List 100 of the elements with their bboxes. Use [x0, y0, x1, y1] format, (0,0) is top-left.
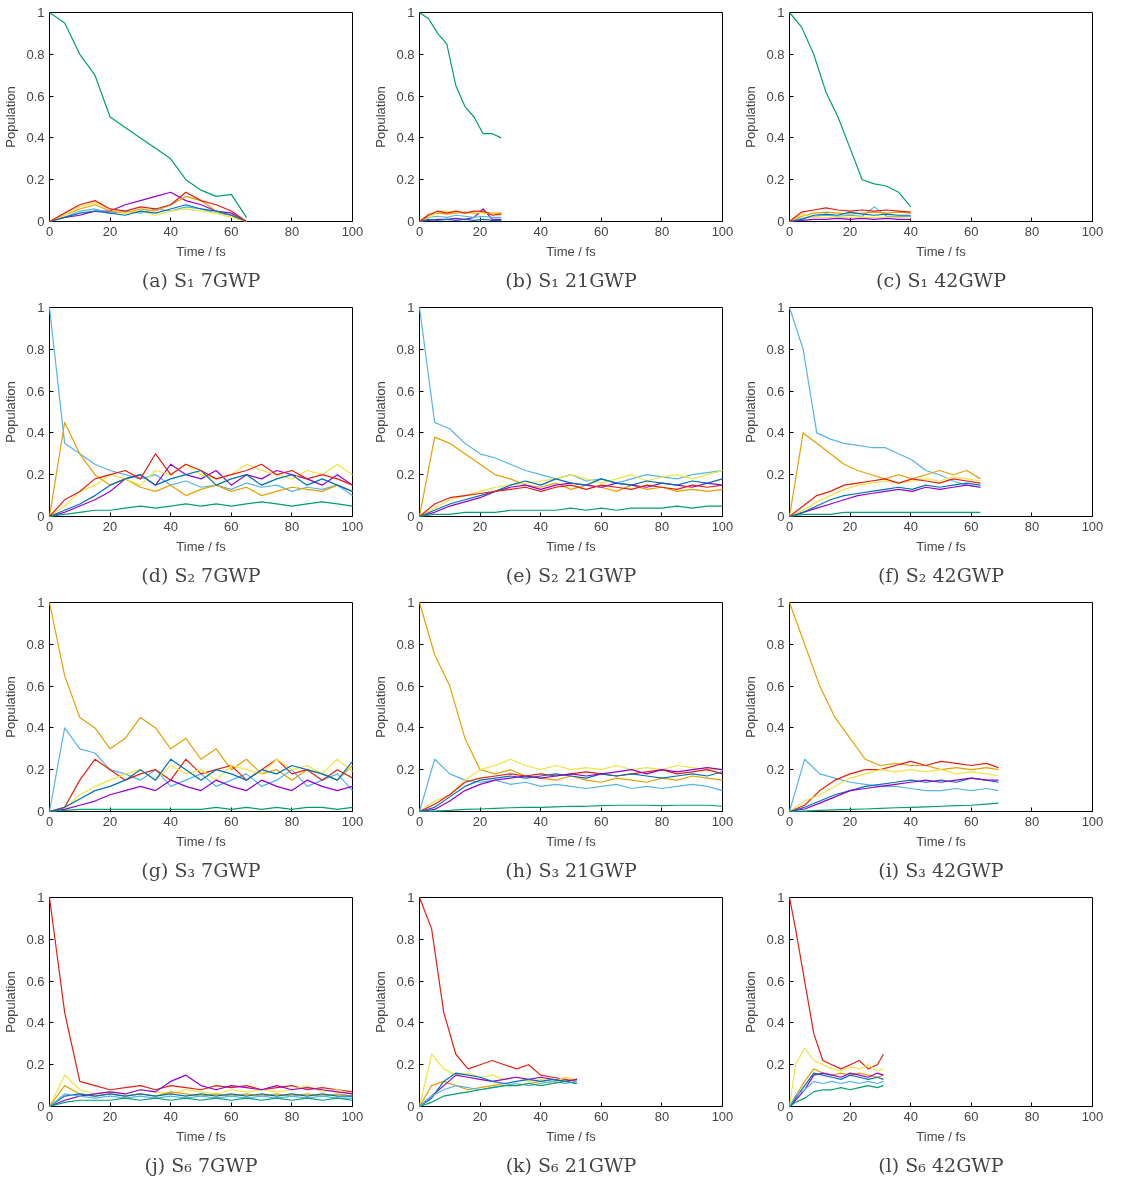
x-tick-label: 100 [1081, 813, 1104, 829]
x-tick-label: 100 [341, 1108, 364, 1124]
y-axis-title: Population [3, 86, 19, 148]
y-axis-title: Population [3, 971, 19, 1033]
y-tick-label: 0.6 [766, 383, 785, 399]
text: (k) S₆ 21GWP [505, 1153, 637, 1176]
y-tick-label: 0.8 [396, 636, 415, 652]
x-tick-label: 20 [472, 223, 488, 239]
text: (b) S₁ 21GWP [505, 268, 637, 291]
y-tick-label: 1 [777, 595, 785, 610]
x-tick-label: 40 [533, 223, 548, 239]
text: (h) S₃ 21GWP [505, 858, 637, 881]
x-tick-label: 100 [711, 813, 734, 829]
y-axis-title: Population [373, 86, 389, 148]
x-tick-label: 100 [1081, 518, 1104, 534]
x-tick-label: 20 [842, 813, 858, 829]
text: (d) S₂ 7GWP [141, 563, 261, 586]
x-tick-label: 60 [594, 223, 609, 239]
y-tick-label: 1 [777, 890, 785, 905]
x-tick-label: 100 [341, 518, 364, 534]
y-tick-label: 0.2 [396, 762, 415, 778]
x-axis-title: Time / fs [546, 243, 597, 259]
y-axis-title: Population [373, 381, 389, 443]
y-tick-label: 1 [777, 300, 785, 315]
x-tick-label: 80 [284, 223, 300, 239]
x-tick-label: 40 [163, 813, 178, 829]
x-axis-title: Time / fs [176, 538, 227, 554]
x-tick-label: 80 [654, 518, 670, 534]
y-tick-label: 1 [777, 5, 785, 20]
y-tick-label: 1 [37, 890, 45, 905]
y-tick-label: 0.4 [766, 130, 785, 146]
y-tick-label: 0.2 [766, 467, 785, 483]
y-tick-label: 0.4 [26, 1015, 45, 1031]
y-tick-label: 0.6 [26, 383, 45, 399]
x-tick-label: 60 [594, 1108, 609, 1124]
x-axis-title: Time / fs [916, 833, 967, 849]
x-tick-label: 20 [102, 518, 118, 534]
x-tick-label: 60 [224, 223, 239, 239]
x-tick-label: 20 [842, 518, 858, 534]
y-tick-label: 1 [37, 595, 45, 610]
x-tick-label: 80 [1024, 223, 1040, 239]
x-tick-label: 100 [711, 223, 734, 239]
x-tick-label: 80 [284, 518, 300, 534]
text: (l) S₆ 42GWP [878, 1153, 1004, 1176]
text: (e) S₂ 21GWP [505, 563, 637, 586]
x-tick-label: 80 [654, 223, 670, 239]
x-tick-label: 60 [964, 518, 979, 534]
x-tick-label: 40 [533, 518, 548, 534]
y-tick-label: 0.2 [26, 762, 45, 778]
y-tick-label: 0.8 [396, 341, 415, 357]
x-tick-label: 20 [472, 1108, 488, 1124]
y-tick-label: 0.4 [396, 130, 415, 146]
x-tick-label: 40 [163, 1108, 178, 1124]
y-tick-label: 1 [407, 300, 415, 315]
x-tick-label: 20 [842, 1108, 858, 1124]
x-tick-label: 60 [224, 518, 239, 534]
y-tick-label: 0.8 [26, 636, 45, 652]
x-tick-label: 20 [472, 518, 488, 534]
y-tick-label: 0.6 [26, 973, 45, 989]
x-axis-title: Time / fs [916, 1128, 967, 1144]
x-tick-label: 80 [654, 1108, 670, 1124]
y-tick-label: 0.4 [766, 1015, 785, 1031]
y-tick-label: 1 [37, 300, 45, 315]
x-axis-title: Time / fs [546, 1128, 597, 1144]
x-axis-title: Time / fs [546, 538, 597, 554]
y-tick-label: 0.8 [766, 931, 785, 947]
y-tick-label: 0.8 [26, 46, 45, 62]
x-tick-label: 80 [1024, 813, 1040, 829]
y-tick-label: 0.4 [26, 425, 45, 441]
y-axis-title: Population [743, 381, 759, 443]
text: (a) S₁ 7GWP [141, 268, 261, 291]
x-tick-label: 100 [1081, 1108, 1104, 1124]
text: (j) S₆ 7GWP [144, 1153, 258, 1176]
x-tick-label: 100 [711, 518, 734, 534]
x-tick-label: 40 [903, 813, 918, 829]
y-tick-label: 1 [407, 890, 415, 905]
y-tick-label: 0.2 [766, 172, 785, 188]
x-tick-label: 80 [284, 813, 300, 829]
y-tick-label: 0.2 [396, 467, 415, 483]
x-tick-label: 40 [163, 518, 178, 534]
y-tick-label: 0.8 [766, 341, 785, 357]
x-axis-title: Time / fs [176, 243, 227, 259]
x-axis-title: Time / fs [916, 243, 967, 259]
text: (i) S₃ 42GWP [878, 858, 1004, 881]
y-axis-title: Population [743, 676, 759, 738]
y-axis-title: Population [3, 676, 19, 738]
x-tick-label: 100 [1081, 223, 1104, 239]
y-tick-label: 0.4 [396, 1015, 415, 1031]
y-tick-label: 0.6 [26, 88, 45, 104]
y-tick-label: 0.4 [396, 425, 415, 441]
y-tick-label: 1 [407, 5, 415, 20]
text: (f) S₂ 42GWP [877, 563, 1005, 586]
y-tick-label: 0.2 [26, 467, 45, 483]
y-tick-label: 0.2 [766, 1057, 785, 1073]
x-tick-label: 40 [533, 813, 548, 829]
y-tick-label: 0.4 [26, 130, 45, 146]
y-tick-label: 0.2 [766, 762, 785, 778]
y-tick-label: 0.8 [26, 341, 45, 357]
y-axis-title: Population [743, 86, 759, 148]
y-tick-label: 0.8 [396, 931, 415, 947]
